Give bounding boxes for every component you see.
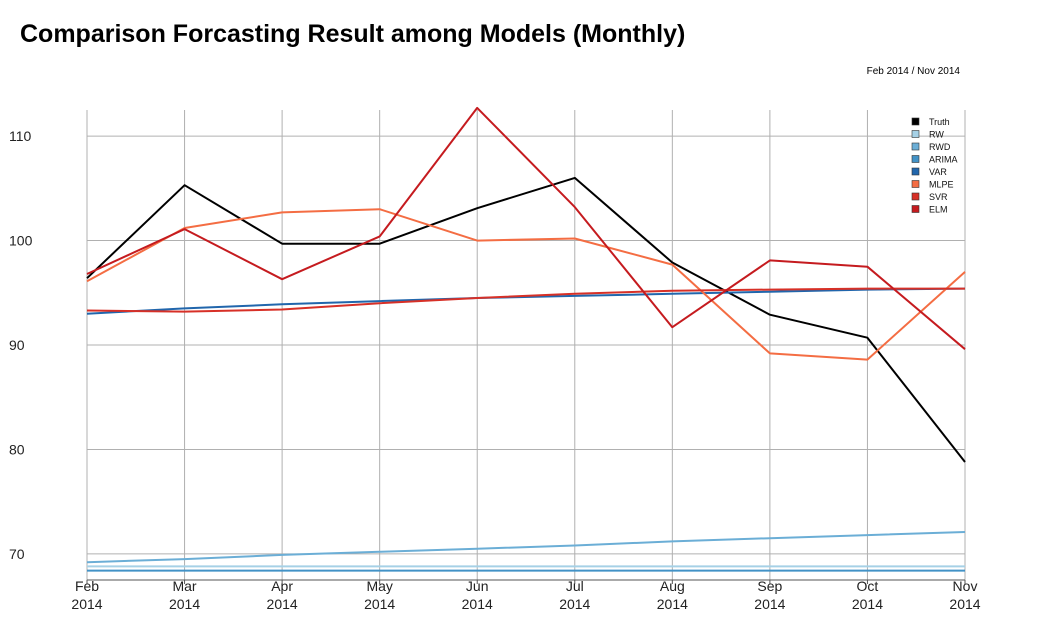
x-tick-label-year: 2014 <box>657 596 688 612</box>
x-tick-label-month: May <box>366 578 392 594</box>
x-tick-label-month: Mar <box>172 578 196 594</box>
y-tick-label: 100 <box>9 233 33 249</box>
legend-label-svr: SVR <box>929 192 948 202</box>
x-tick-label-year: 2014 <box>169 596 200 612</box>
x-tick-label-month: Jun <box>466 578 489 594</box>
x-tick-label-month: Nov <box>953 578 978 594</box>
series-lines <box>86 106 966 572</box>
legend-swatch-truth <box>911 117 920 126</box>
x-tick-label-year: 2014 <box>559 596 590 612</box>
x-tick-label-year: 2014 <box>949 596 980 612</box>
x-tick-label-year: 2014 <box>71 596 102 612</box>
legend-label-arima: ARIMA <box>929 155 958 165</box>
series-line-truth <box>86 176 966 463</box>
legend-label-elm: ELM <box>929 205 948 215</box>
series-line-svr <box>86 287 965 313</box>
y-tick-label: 110 <box>9 128 32 144</box>
series-line-rwd <box>86 531 966 564</box>
legend: Truth RW RWD ARIMA VAR MLPE SVR ELM <box>911 117 958 215</box>
x-tick-label-month: Aug <box>660 578 685 594</box>
axes: 70 80 90 100 110 Feb 2014 Mar 2014 Apr 2014 May 2014… <box>9 128 981 612</box>
legend-swatch-rw <box>911 130 920 138</box>
x-tick-label-month: Jul <box>566 578 584 594</box>
series-line-var <box>86 287 966 315</box>
legend-swatch-elm <box>911 205 920 213</box>
x-tick-label-year: 2014 <box>462 596 493 612</box>
x-tick-label-year: 2014 <box>364 596 395 612</box>
legend-swatch-rwd <box>911 142 920 151</box>
y-tick-label: 90 <box>9 337 25 353</box>
legend-swatch-var <box>911 167 920 176</box>
date-range-label: Feb 2014 / Nov 2014 <box>866 66 960 77</box>
series-line-mlpe <box>86 208 966 361</box>
legend-swatch-svr <box>911 192 920 201</box>
legend-label-rw: RW <box>929 130 944 140</box>
x-tick-label-month: Oct <box>857 578 879 594</box>
x-tick-label-year: 2014 <box>754 596 785 612</box>
series-line-elm <box>86 106 966 350</box>
x-tick-label-month: Apr <box>271 578 293 594</box>
legend-swatch-arima <box>911 155 920 163</box>
legend-label-mlpe: MLPE <box>929 180 954 190</box>
x-tick-label-year: 2014 <box>852 596 883 612</box>
legend-label-var: VAR <box>929 167 947 177</box>
chart-title: Comparison Forcasting Result among Model… <box>20 20 686 48</box>
y-tick-label: 70 <box>9 546 25 562</box>
legend-label-rwd: RWD <box>929 142 951 152</box>
x-tick-label-month: Feb <box>75 578 99 594</box>
grid-lines <box>86 110 966 580</box>
legend-label-truth: Truth <box>929 117 950 127</box>
y-tick-label: 80 <box>9 441 25 457</box>
x-tick-label-month: Sep <box>757 578 782 594</box>
x-tick-label-year: 2014 <box>267 596 298 612</box>
legend-swatch-mlpe <box>911 180 920 188</box>
